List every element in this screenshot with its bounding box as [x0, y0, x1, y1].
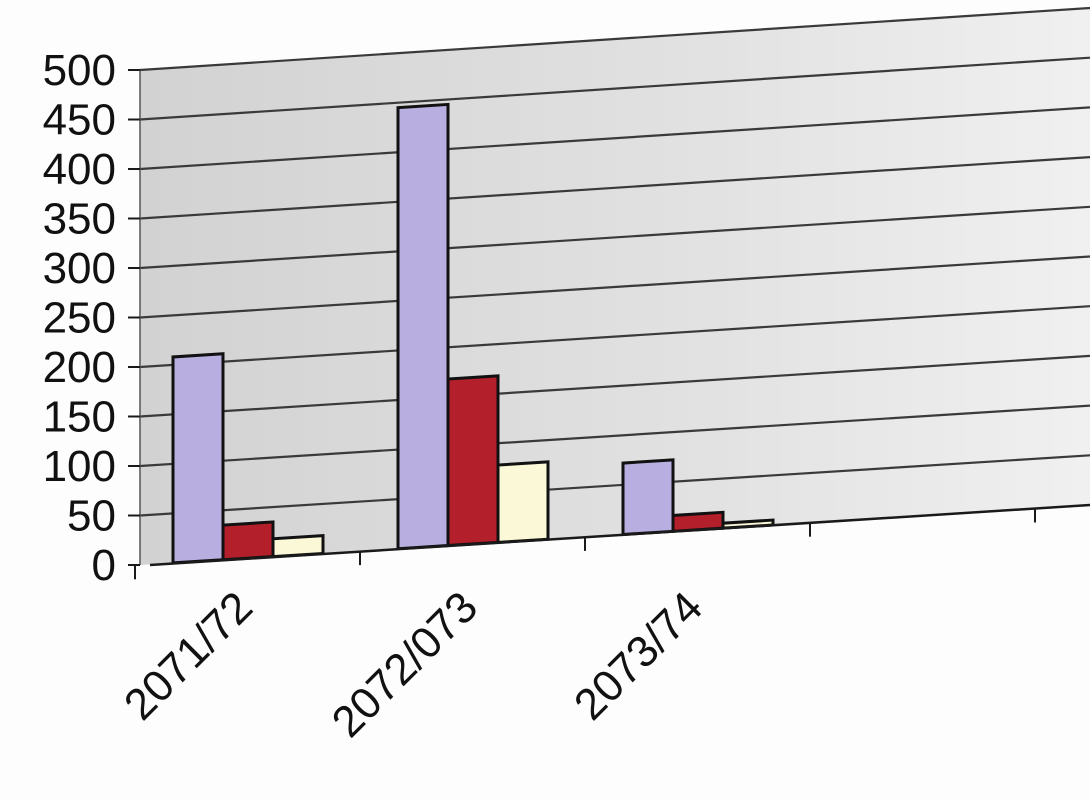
bars [171, 102, 775, 565]
axes [128, 69, 1090, 580]
gridline [139, 6, 1090, 72]
gridline [139, 305, 1090, 369]
y-tick-label: 0 [92, 541, 116, 590]
y-tick-label: 250 [43, 294, 116, 343]
y-tick-label: 400 [43, 145, 116, 194]
bar [171, 352, 225, 565]
y-tick-label: 50 [67, 492, 116, 541]
y-tick-label: 200 [43, 343, 116, 392]
y-tick-label: 450 [43, 96, 116, 145]
gridline [139, 354, 1090, 418]
bar [496, 460, 550, 544]
x-category-label: 2072/073 [323, 582, 487, 746]
bar [621, 458, 675, 537]
gridline [139, 56, 1090, 121]
x-axis-category-labels: 2071/72 2072/073 2073/74 [115, 582, 712, 746]
gridlines [139, 6, 1090, 517]
x-category-label: 2071/72 [115, 582, 262, 729]
x-category-label: 2073/74 [565, 582, 712, 729]
gridline [139, 106, 1090, 171]
gridline [139, 156, 1090, 220]
gridline [139, 404, 1090, 468]
gridline [139, 454, 1090, 517]
y-tick-label: 150 [43, 393, 116, 442]
gridline [139, 255, 1090, 319]
bar [446, 374, 500, 548]
y-tick-label: 500 [43, 46, 116, 95]
y-tick-label: 100 [43, 442, 116, 491]
gridline [139, 205, 1090, 270]
bar [396, 102, 450, 551]
x-axis-line [149, 503, 1090, 567]
bar [221, 520, 275, 562]
y-tick-label: 300 [43, 244, 116, 293]
y-tick-label: 350 [43, 195, 116, 244]
